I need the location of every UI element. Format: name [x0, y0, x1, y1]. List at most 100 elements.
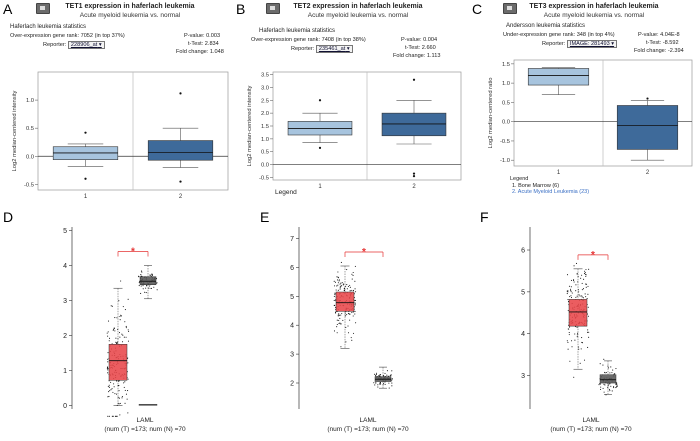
jitter-point — [108, 415, 110, 417]
jitter-point — [118, 397, 121, 399]
y-tick-label: 4 — [63, 263, 67, 270]
y-tick-label: 3.0 — [261, 85, 269, 91]
jitter-point — [107, 385, 109, 388]
jitter-point — [346, 314, 348, 316]
jitter-point — [571, 340, 573, 342]
jitter-point — [576, 336, 578, 338]
outlier-point — [84, 131, 87, 134]
chart-title: TET1 expression in haferlach leukemia — [65, 3, 195, 10]
y-tick-label: 5 — [290, 294, 294, 301]
y-tick-label: 5 — [521, 289, 525, 296]
reporter-select[interactable]: 235461_at ▾ — [315, 45, 353, 53]
jitter-point — [616, 383, 618, 385]
jitter-point — [612, 369, 614, 371]
jitter-point — [604, 372, 606, 374]
boxplot-a: -0.5 0.0 0.5 1.0 Log2 median-centered intens… — [12, 71, 229, 200]
jitter-point — [603, 358, 605, 360]
y-tick-label: -0.5 — [24, 182, 34, 188]
jitter-point — [575, 290, 577, 292]
jitter-point — [339, 287, 341, 289]
jitter-point — [336, 323, 338, 326]
jitter-point — [354, 291, 357, 293]
jitter-point — [569, 296, 571, 298]
jitter-point — [567, 341, 569, 343]
panel-a: A TET1 expression in haferlach leukemia … — [0, 0, 232, 200]
y-tick-label: 6 — [521, 248, 525, 255]
jitter-point — [587, 306, 589, 308]
jitter-point — [337, 277, 340, 279]
jitter-point — [140, 270, 143, 272]
jitter-point — [610, 385, 612, 387]
jitter-point — [380, 373, 382, 376]
jitter-point — [349, 313, 351, 315]
jitter-point — [115, 393, 118, 395]
jitter-point — [127, 412, 129, 414]
outlier-point — [179, 92, 182, 95]
y-tick-label: 4 — [521, 331, 525, 338]
jitter-point — [338, 314, 341, 316]
jitter-point — [581, 296, 583, 298]
y-tick-label: 0.0 — [261, 163, 269, 169]
jitter-point — [585, 286, 587, 288]
reporter-select[interactable]: 228906_at ▾ — [67, 41, 105, 49]
jitter-point — [567, 310, 569, 312]
jitter-point — [119, 336, 121, 338]
jitter-point — [588, 336, 590, 338]
jitter-point — [344, 289, 346, 292]
jitter-point — [338, 280, 340, 282]
jitter-point — [333, 330, 336, 332]
jitter-point — [127, 329, 129, 331]
jitter-point — [111, 415, 113, 417]
jitter-point — [583, 273, 586, 275]
jitter-point — [118, 380, 120, 382]
jitter-point — [124, 321, 126, 323]
jitter-point — [121, 397, 123, 399]
jitter-point — [609, 372, 611, 374]
jitter-point — [341, 282, 343, 284]
jitter-point — [336, 285, 338, 287]
jitter-point — [576, 326, 578, 328]
jitter-point — [113, 386, 115, 388]
significance-star: * — [362, 247, 366, 258]
boxplot-d: 0 1 2 3 4 5 * — [63, 227, 158, 417]
jitter-point — [379, 374, 381, 376]
reporter-select[interactable]: IMAGE: 281493 ▾ — [566, 40, 618, 48]
jitter-point — [142, 288, 144, 290]
jitter-point — [581, 295, 583, 297]
jitter-point — [119, 315, 121, 318]
jitter-point — [335, 289, 337, 291]
jitter-point — [115, 337, 117, 339]
jitter-point — [391, 379, 393, 381]
stats-heading: Haferlach leukemia statistics — [10, 24, 87, 30]
jitter-point — [571, 346, 573, 348]
jitter-point — [573, 281, 575, 283]
jitter-point — [126, 398, 128, 400]
jitter-point — [339, 285, 341, 287]
jitter-point — [119, 414, 121, 416]
jitter-point — [576, 334, 578, 336]
x-tick-label: 1 — [84, 194, 88, 200]
t-test: t-Test: 2.834 — [188, 41, 219, 47]
box — [527, 68, 590, 86]
jitter-point — [127, 362, 129, 364]
y-tick-label: -1.0 — [500, 158, 510, 164]
jitter-point — [582, 297, 584, 299]
jitter-point — [568, 326, 571, 328]
jitter-point — [570, 286, 572, 288]
jitter-point — [127, 390, 129, 392]
jitter-point — [615, 387, 617, 389]
jitter-point — [602, 364, 604, 366]
jitter-point — [119, 319, 121, 321]
y-tick-label: -0.5 — [500, 139, 510, 145]
y-tick-label: 0 — [63, 403, 67, 410]
reporter-label: Reporter: — [542, 41, 566, 47]
jitter-point — [599, 388, 602, 390]
jitter-point — [391, 385, 393, 387]
box — [568, 299, 588, 327]
y-tick-label: 3 — [63, 298, 67, 305]
jitter-point — [340, 323, 342, 325]
y-tick-label: 4 — [290, 323, 294, 330]
jitter-point — [351, 339, 353, 341]
jitter-point — [346, 269, 348, 271]
jitter-point — [609, 390, 611, 392]
